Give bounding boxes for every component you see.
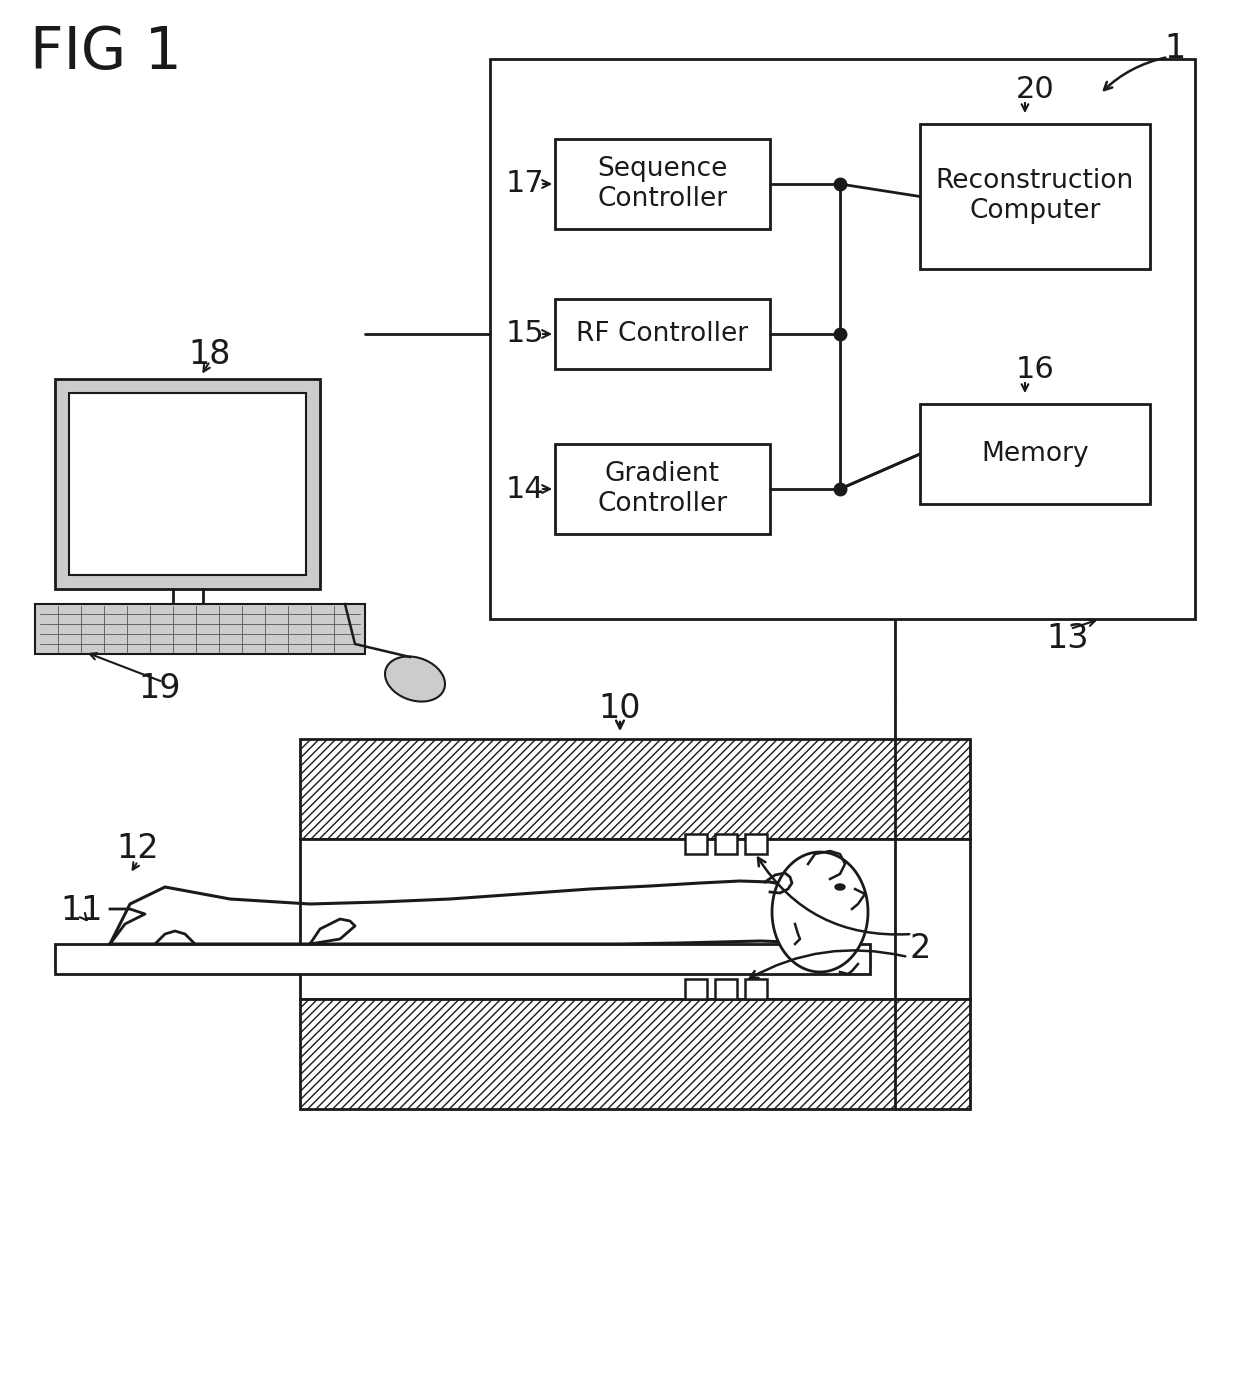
- Ellipse shape: [835, 884, 844, 889]
- Text: Reconstruction
Computer: Reconstruction Computer: [936, 168, 1135, 225]
- Bar: [745, 979, 768, 998]
- Bar: [300, 998, 970, 1109]
- Bar: [300, 739, 970, 838]
- Text: 15: 15: [506, 320, 544, 349]
- Text: Sequence
Controller: Sequence Controller: [598, 156, 728, 212]
- Text: 18: 18: [188, 338, 231, 371]
- Text: FIG 1: FIG 1: [30, 23, 182, 81]
- Text: 19: 19: [139, 673, 181, 706]
- Bar: [55, 379, 320, 589]
- Bar: [556, 139, 770, 229]
- Polygon shape: [386, 656, 445, 702]
- Text: Memory: Memory: [981, 441, 1089, 467]
- Text: 10: 10: [599, 692, 641, 725]
- Text: 17: 17: [506, 170, 544, 199]
- Text: 20: 20: [1016, 74, 1054, 103]
- Bar: [556, 444, 770, 534]
- Bar: [684, 834, 707, 854]
- Bar: [745, 834, 768, 854]
- Text: Gradient
Controller: Gradient Controller: [598, 461, 728, 517]
- Bar: [715, 834, 737, 854]
- Text: RF Controller: RF Controller: [577, 321, 749, 348]
- Text: 16: 16: [1016, 354, 1054, 383]
- Bar: [55, 945, 870, 974]
- Text: 12: 12: [117, 833, 159, 866]
- Text: 2: 2: [909, 932, 931, 965]
- Bar: [715, 979, 737, 998]
- Polygon shape: [773, 852, 868, 972]
- Bar: [69, 393, 306, 575]
- Text: 1: 1: [1164, 33, 1185, 65]
- Bar: [490, 59, 1195, 619]
- Bar: [920, 404, 1149, 503]
- Bar: [35, 604, 365, 654]
- Bar: [684, 979, 707, 998]
- Bar: [556, 299, 770, 370]
- Text: 11: 11: [61, 895, 103, 928]
- Text: 13: 13: [1047, 622, 1089, 655]
- Bar: [920, 124, 1149, 269]
- Bar: [300, 838, 970, 998]
- Text: 14: 14: [506, 474, 544, 503]
